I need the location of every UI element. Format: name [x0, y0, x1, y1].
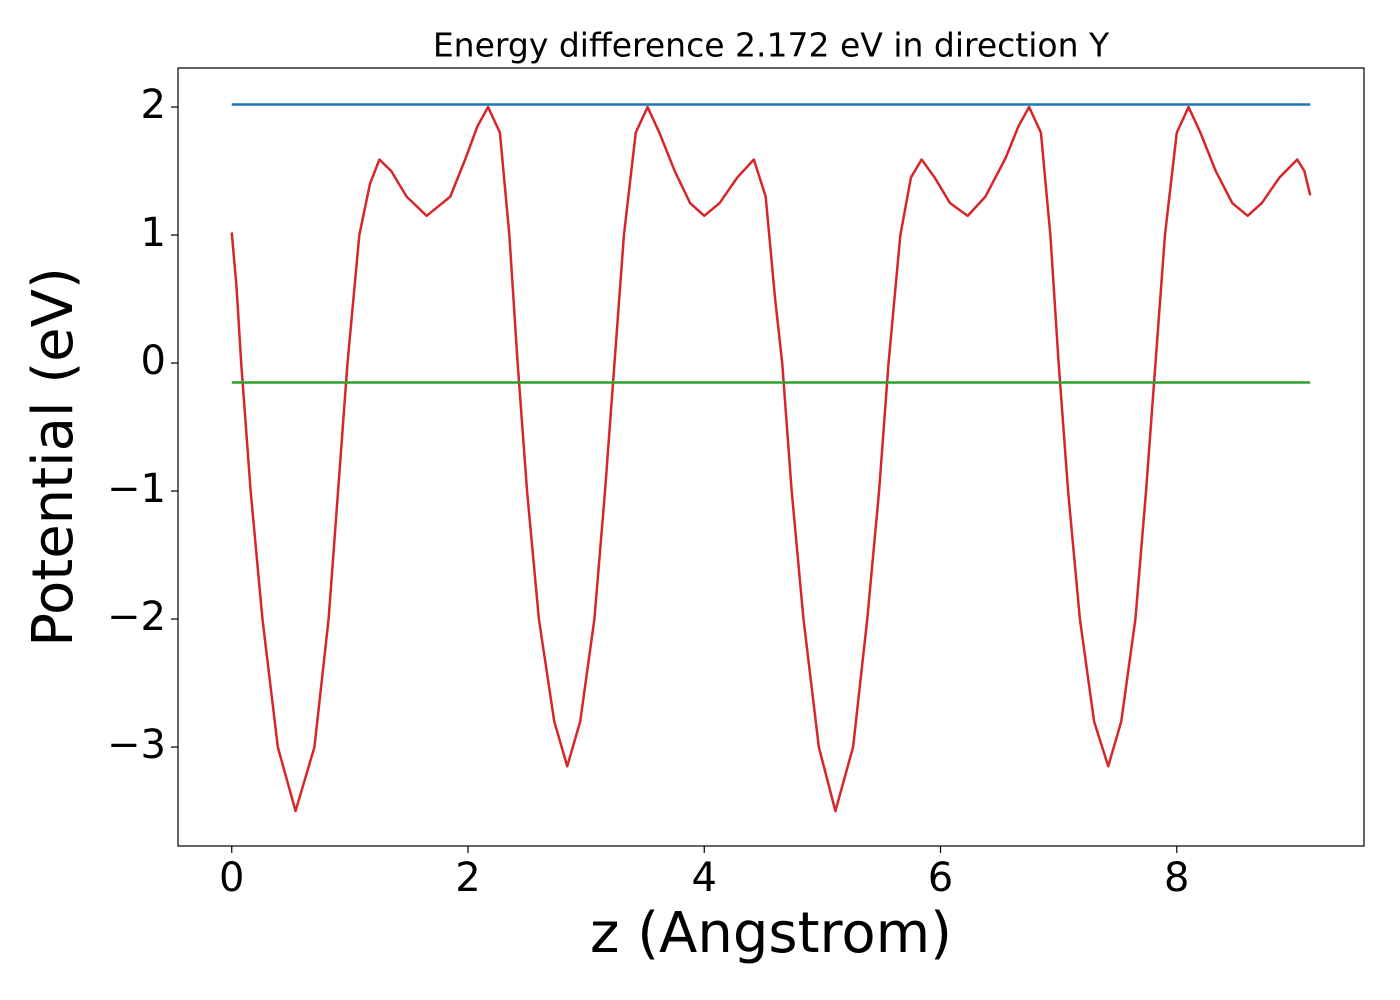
plot-frame: [177, 67, 1365, 847]
line-series: [230, 105, 1312, 813]
chart-title: Energy difference 2.172 eV in direction …: [433, 26, 1110, 65]
x-axis-label: z (Angstrom): [590, 901, 952, 966]
x-tick-label: 4: [692, 855, 717, 901]
y-tick-label: −2: [107, 594, 166, 640]
x-tick-label: 6: [928, 855, 953, 901]
y-tick-label: 2: [141, 82, 166, 128]
y-axis-label: Potential (eV): [21, 267, 86, 647]
y-tick-label: −1: [107, 466, 166, 512]
x-tick-label: 0: [219, 855, 244, 901]
x-tick-label: 2: [455, 855, 480, 901]
y-tick-label: 0: [141, 338, 166, 384]
y-tick-label: −3: [107, 722, 166, 768]
y-tick-label: 1: [141, 210, 166, 256]
x-tick-label: 8: [1164, 855, 1189, 901]
